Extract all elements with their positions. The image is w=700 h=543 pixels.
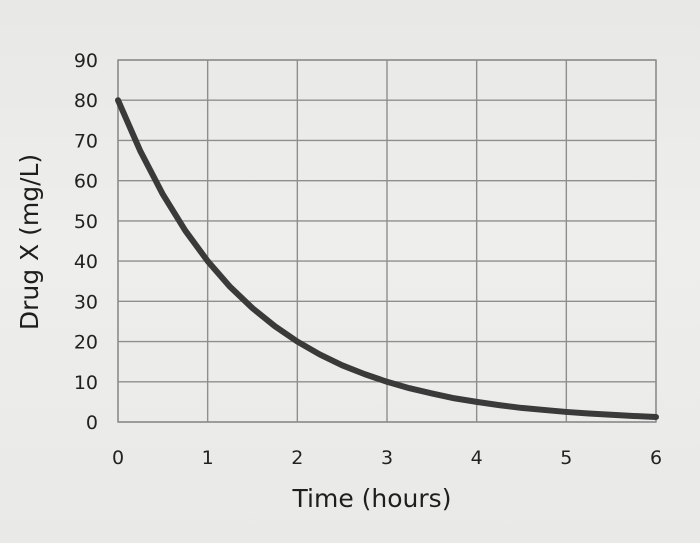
y-tick-label: 10 — [74, 372, 98, 394]
y-tick-label: 80 — [74, 90, 98, 112]
chart-series — [115, 97, 659, 420]
y-axis-ticks: 0 10 20 30 40 50 60 70 80 90 — [74, 50, 98, 434]
y-tick-label: 0 — [86, 412, 98, 434]
y-tick-label: 50 — [74, 211, 98, 233]
x-axis-ticks: 0 1 2 3 4 5 6 — [112, 447, 662, 469]
y-axis-title: Drug X (mg/L) — [15, 154, 44, 330]
y-tick-label: 70 — [74, 130, 98, 152]
y-tick-label: 60 — [74, 171, 98, 193]
x-tick-label: 6 — [650, 447, 662, 469]
x-axis-title: Time (hours) — [292, 484, 452, 513]
x-tick-label: 0 — [112, 447, 124, 469]
y-tick-label: 40 — [74, 251, 98, 273]
y-tick-label: 90 — [74, 50, 98, 72]
concentration-curve — [115, 97, 659, 420]
x-tick-label: 2 — [291, 447, 303, 469]
chart-grid — [117, 59, 657, 423]
x-tick-label: 3 — [381, 447, 393, 469]
x-tick-label: 1 — [202, 447, 214, 469]
y-tick-label: 30 — [74, 291, 98, 313]
x-tick-label: 4 — [471, 447, 483, 469]
y-tick-label: 20 — [74, 332, 98, 354]
x-tick-label: 5 — [560, 447, 572, 469]
